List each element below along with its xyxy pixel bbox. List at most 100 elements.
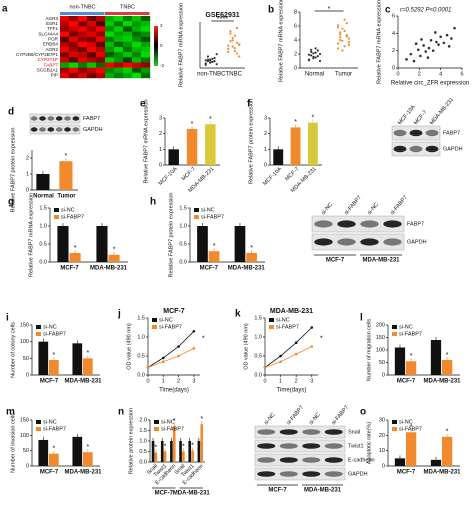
dot <box>231 37 234 40</box>
dot <box>312 55 315 58</box>
blot-band <box>64 116 71 121</box>
y-tick-label: 1.5 <box>139 428 147 434</box>
y-tick-label: 1.5 <box>39 205 47 211</box>
bar <box>38 439 49 466</box>
heatmap-cell <box>141 47 151 53</box>
y-tick-label: 0 <box>26 372 29 378</box>
point <box>419 54 422 58</box>
heatmap-cell <box>114 16 124 22</box>
legend-label: si-NC <box>276 317 290 323</box>
legend-swatch <box>392 332 397 336</box>
heatmap-cell <box>87 41 97 48</box>
bar <box>151 441 155 462</box>
blot-band <box>393 129 407 137</box>
bar <box>168 149 179 165</box>
group-label: MDA-MB-231 <box>173 491 211 497</box>
heatmap-cell <box>114 31 124 37</box>
y-tick-label: 150 <box>20 417 29 423</box>
x-tick-label: 4 <box>439 71 442 77</box>
x-tick-label: MCF-7 <box>60 266 79 272</box>
protein-label: FABP7 <box>443 130 460 136</box>
blot-band <box>302 443 321 449</box>
colorbar-label: 2 <box>160 23 163 28</box>
blot-row <box>311 233 405 251</box>
heatmap-cell <box>69 47 79 53</box>
heatmap-cell <box>123 36 133 43</box>
blot-band <box>39 127 46 132</box>
protein-label: Snail <box>348 429 360 435</box>
dot <box>238 55 241 58</box>
heatmap-cell <box>96 21 106 27</box>
panel-letter: o <box>360 407 366 418</box>
blot-band <box>302 471 321 477</box>
heatmap-cell <box>123 26 133 32</box>
x-tick-label: 3 <box>310 378 313 384</box>
blot-band <box>337 220 356 228</box>
bar <box>394 347 406 375</box>
bar <box>186 128 198 165</box>
heatmap-cell <box>105 67 115 74</box>
significance: * <box>328 6 331 13</box>
x-tick-label: MCF-7 <box>397 379 416 385</box>
y-tick-label: 8 <box>294 9 297 15</box>
y-tick-label: 1.0 <box>39 223 47 229</box>
heatmap-cell <box>60 21 70 27</box>
dot <box>310 54 313 57</box>
legend-swatch <box>152 325 157 329</box>
dot <box>233 50 236 53</box>
bar <box>96 226 108 262</box>
x-tick-label: non-TNBC <box>197 72 226 78</box>
legend-label: si-NC <box>159 317 173 323</box>
panel-letter: b <box>268 5 274 16</box>
heatmap-cell <box>105 31 115 37</box>
dot <box>336 47 340 50</box>
legend-label: si-FABP7 <box>399 426 422 432</box>
heatmap-cell <box>87 67 97 74</box>
bar <box>442 360 453 375</box>
point <box>310 326 314 329</box>
y-tick-label: 1.0 <box>254 334 262 340</box>
y-axis-label: Number of migration cells <box>366 319 372 382</box>
blot-band <box>279 457 298 463</box>
group-label: MDA-MB-231 <box>362 258 400 264</box>
heatmap-cell <box>78 62 88 68</box>
dot <box>339 38 342 42</box>
y-axis-label: Relative FABP7 mRNA expression <box>376 0 382 84</box>
significance: * <box>410 424 413 431</box>
panel-letter: j <box>117 309 121 320</box>
blot-band <box>279 471 298 477</box>
y-axis-label: Relative FABP7 mRNA expression <box>278 0 284 82</box>
point <box>445 33 449 37</box>
y-tick-label: 1 <box>264 147 267 153</box>
y-tick-label: 0.0 <box>254 372 262 378</box>
y-axis-label: Apoptotic rate(%) <box>366 422 372 465</box>
protein-label: GAPDH <box>407 239 427 245</box>
legend-swatch <box>154 427 159 431</box>
heatmap-cell <box>114 26 124 32</box>
colorbar-label: 0 <box>160 43 163 48</box>
heatmap-cell <box>141 62 151 68</box>
blot-band <box>360 220 379 228</box>
heatmap-cell <box>132 16 142 22</box>
heatmap-cell <box>87 72 97 79</box>
y-tick-label: 0 <box>382 372 385 378</box>
significance: * <box>446 429 449 436</box>
heatmap-cell <box>78 21 88 27</box>
dot <box>307 59 311 62</box>
point <box>435 40 438 44</box>
heatmap-cell <box>69 21 79 27</box>
significance: * <box>52 352 55 359</box>
dot <box>318 52 322 56</box>
y-tick-label: 2 <box>264 131 267 137</box>
heatmap-cell <box>96 62 106 68</box>
bar <box>59 161 73 190</box>
panel-letter: e <box>140 99 146 110</box>
dot <box>316 49 319 52</box>
significance: * <box>74 245 77 252</box>
heatmap-cell <box>141 52 151 58</box>
dot <box>341 27 344 30</box>
bar <box>36 174 50 190</box>
legend-label: si-NC <box>61 207 75 213</box>
y-tick-label: 2.0 <box>139 417 147 423</box>
